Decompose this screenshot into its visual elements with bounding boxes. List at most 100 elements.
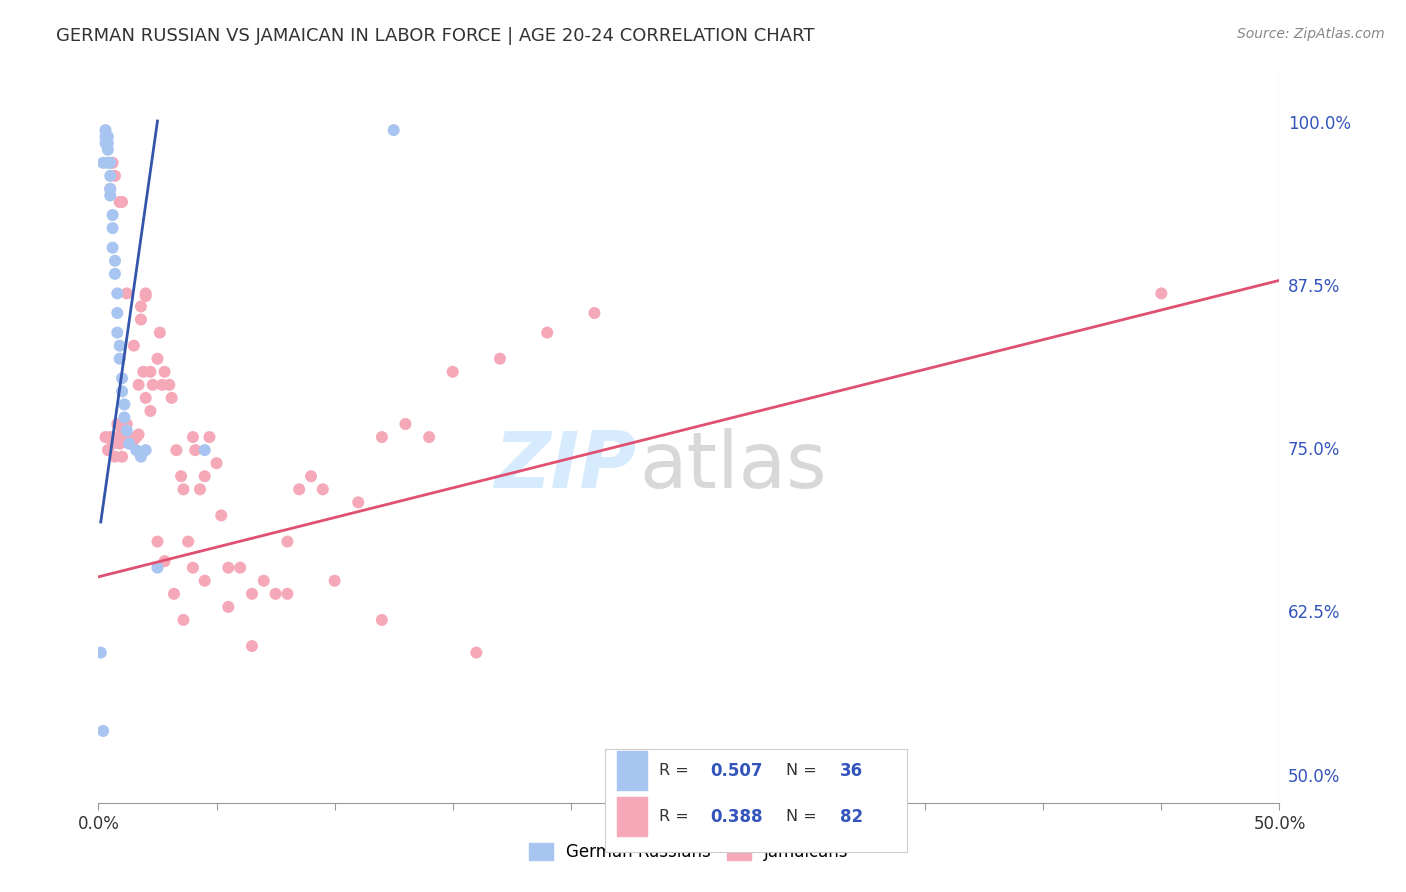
Point xyxy=(240,587,263,601)
Point xyxy=(115,424,138,438)
Text: 100.0%: 100.0% xyxy=(1288,114,1351,133)
Point xyxy=(97,156,120,170)
Point xyxy=(132,365,155,379)
Point xyxy=(209,508,232,523)
Point xyxy=(98,188,121,202)
Point xyxy=(146,560,169,574)
Point xyxy=(97,143,120,157)
Point xyxy=(194,469,217,483)
Point xyxy=(101,156,124,170)
Point xyxy=(347,495,370,509)
Point xyxy=(105,286,128,301)
Point xyxy=(184,443,207,458)
Point xyxy=(101,241,124,255)
Point xyxy=(181,560,204,574)
Bar xyxy=(617,797,647,837)
Point xyxy=(198,430,221,444)
Point xyxy=(177,534,200,549)
Text: 82: 82 xyxy=(841,808,863,826)
Point xyxy=(299,469,322,483)
Point xyxy=(394,417,416,431)
Text: Source: ZipAtlas.com: Source: ZipAtlas.com xyxy=(1237,27,1385,41)
Point xyxy=(125,443,148,458)
Point xyxy=(98,430,121,444)
Point xyxy=(112,410,135,425)
Point xyxy=(108,194,131,209)
Point xyxy=(129,300,152,314)
Point xyxy=(105,306,128,320)
Point xyxy=(146,534,169,549)
Point xyxy=(382,123,405,137)
Bar xyxy=(617,751,647,790)
Point xyxy=(94,129,117,144)
Point xyxy=(1150,286,1173,301)
Point xyxy=(217,599,239,614)
Point xyxy=(194,443,217,458)
Point xyxy=(153,365,176,379)
Point xyxy=(135,391,157,405)
Point xyxy=(135,286,157,301)
Point xyxy=(371,430,394,444)
Point xyxy=(101,208,124,222)
Text: N =: N = xyxy=(786,764,823,779)
Point xyxy=(160,391,183,405)
Text: R =: R = xyxy=(659,764,695,779)
Point xyxy=(188,483,211,497)
Point xyxy=(111,424,134,438)
Point xyxy=(104,169,127,183)
Point xyxy=(105,326,128,340)
Text: 36: 36 xyxy=(841,762,863,780)
Point xyxy=(181,430,204,444)
Point xyxy=(172,613,194,627)
Text: ZIP: ZIP xyxy=(494,428,636,504)
Point xyxy=(105,430,128,444)
Text: 0.507: 0.507 xyxy=(710,762,763,780)
Point xyxy=(441,365,464,379)
Point xyxy=(264,587,287,601)
Point xyxy=(112,397,135,411)
Point xyxy=(112,430,135,444)
Point xyxy=(125,430,148,444)
Text: N =: N = xyxy=(786,809,823,824)
Point xyxy=(150,377,173,392)
Point xyxy=(111,194,134,209)
Point xyxy=(139,404,162,418)
Point xyxy=(104,450,127,464)
Point xyxy=(121,436,143,450)
Point xyxy=(229,560,252,574)
Point xyxy=(312,483,335,497)
Point xyxy=(489,351,512,366)
Point xyxy=(94,136,117,151)
Point xyxy=(111,384,134,399)
Point xyxy=(149,326,172,340)
Text: 75.0%: 75.0% xyxy=(1288,442,1340,459)
Point xyxy=(122,433,145,447)
Point xyxy=(94,430,117,444)
Point xyxy=(129,312,152,326)
Point xyxy=(98,156,121,170)
Point xyxy=(205,456,228,470)
Point xyxy=(97,443,120,458)
Point xyxy=(153,554,176,568)
Point xyxy=(101,436,124,450)
Point xyxy=(98,169,121,183)
Point xyxy=(418,430,440,444)
Point xyxy=(115,417,138,431)
Point xyxy=(583,306,606,320)
Point xyxy=(118,436,141,450)
Point xyxy=(217,560,239,574)
Point xyxy=(104,433,127,447)
Point xyxy=(135,443,157,458)
Point xyxy=(128,427,150,442)
Point xyxy=(97,136,120,151)
Point xyxy=(97,129,120,144)
Point xyxy=(323,574,346,588)
Point xyxy=(240,639,263,653)
Text: GERMAN RUSSIAN VS JAMAICAN IN LABOR FORCE | AGE 20-24 CORRELATION CHART: GERMAN RUSSIAN VS JAMAICAN IN LABOR FORC… xyxy=(56,27,814,45)
Point xyxy=(129,450,152,464)
Point xyxy=(104,267,127,281)
Point xyxy=(288,483,311,497)
Point xyxy=(91,723,114,738)
Point xyxy=(128,377,150,392)
Point xyxy=(118,430,141,444)
